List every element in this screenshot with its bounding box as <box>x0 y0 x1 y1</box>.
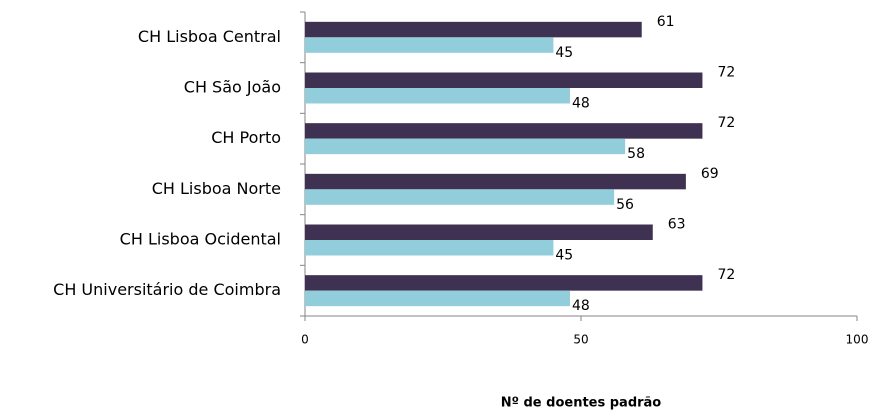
bar <box>305 224 653 240</box>
y-tick-label: CH Lisboa Norte <box>152 179 281 198</box>
value-label: 58 <box>627 146 645 162</box>
value-label: 63 <box>668 217 686 233</box>
bar <box>305 240 554 256</box>
x-tick-label: 0 <box>301 333 309 347</box>
value-label: 72 <box>717 115 735 131</box>
value-label: 69 <box>701 166 719 182</box>
bar <box>305 189 615 205</box>
value-label: 61 <box>657 14 675 30</box>
bar <box>305 37 554 53</box>
bar <box>305 290 570 307</box>
bar <box>305 138 626 155</box>
bar <box>305 21 642 38</box>
bar <box>305 88 570 104</box>
value-label: 72 <box>717 267 735 283</box>
y-tick-label: CH Lisboa Central <box>138 27 281 46</box>
y-tick-label: CH Lisboa Ocidental <box>120 230 281 249</box>
x-tick-label: 100 <box>846 333 869 347</box>
x-axis-title: Nº de doentes padrão <box>501 396 662 411</box>
value-label: 72 <box>717 65 735 81</box>
y-tick-label: CH Porto <box>211 128 281 147</box>
value-label: 48 <box>572 298 590 314</box>
value-label: 48 <box>572 96 590 112</box>
bar <box>305 275 703 291</box>
bar <box>305 173 686 190</box>
value-label: 45 <box>555 45 573 61</box>
bar <box>305 72 703 88</box>
x-tick-label: 50 <box>573 333 588 347</box>
bar <box>305 123 703 139</box>
value-label: 45 <box>555 248 573 264</box>
y-tick-label: CH Universitário de Coimbra <box>53 280 281 299</box>
value-label: 56 <box>616 197 634 213</box>
y-tick-label: CH São João <box>184 78 281 97</box>
